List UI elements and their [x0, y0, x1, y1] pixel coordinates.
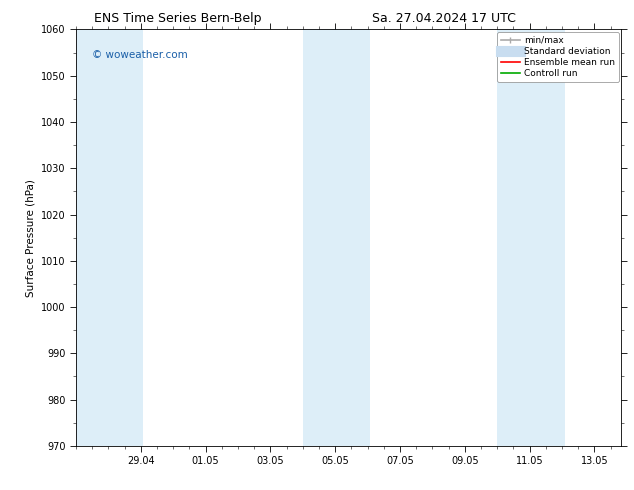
Text: ENS Time Series Bern-Belp: ENS Time Series Bern-Belp	[94, 12, 261, 25]
Bar	[76, 29, 143, 446]
Bar	[303, 29, 370, 446]
Text: Sa. 27.04.2024 17 UTC: Sa. 27.04.2024 17 UTC	[372, 12, 515, 25]
Bar	[497, 29, 565, 446]
Y-axis label: Surface Pressure (hPa): Surface Pressure (hPa)	[25, 179, 36, 296]
Legend: min/max, Standard deviation, Ensemble mean run, Controll run: min/max, Standard deviation, Ensemble me…	[497, 32, 619, 82]
Text: © woweather.com: © woweather.com	[93, 50, 188, 60]
